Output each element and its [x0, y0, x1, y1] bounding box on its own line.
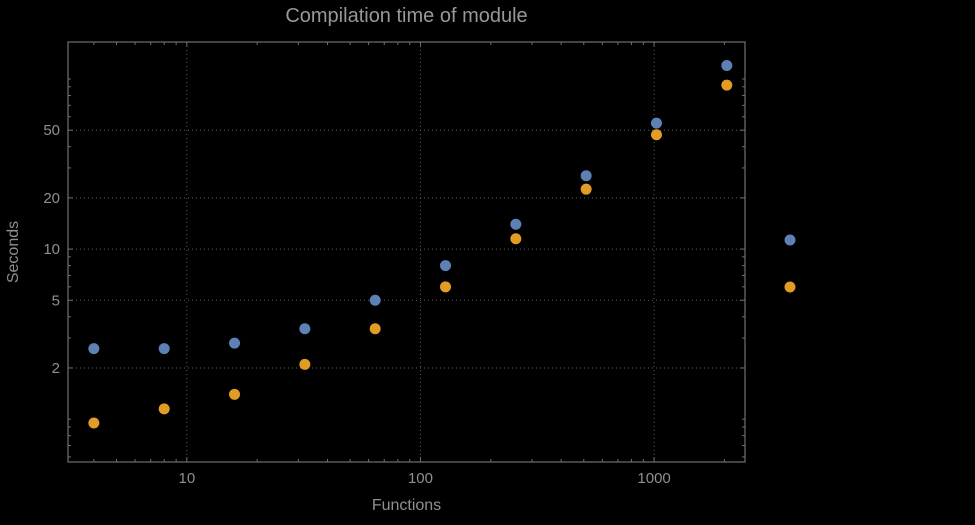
- data-point-orange: [650, 129, 662, 141]
- data-point-blue: [369, 294, 381, 306]
- data-point-blue: [158, 343, 170, 355]
- plot-frame: [67, 41, 746, 463]
- data-point-blue: [510, 218, 522, 230]
- x-tick-label: 1000: [637, 470, 670, 487]
- x-tick-label: 100: [408, 470, 433, 487]
- x-axis-label: Functions: [371, 497, 442, 514]
- data-point-blue: [650, 117, 662, 129]
- data-point-orange: [229, 388, 241, 400]
- data-point-orange: [369, 323, 381, 335]
- data-point-blue: [721, 60, 733, 72]
- data-point-blue: [229, 337, 241, 349]
- data-point-orange: [510, 233, 522, 245]
- data-point-blue: [440, 260, 452, 272]
- y-tick-label: 10: [43, 241, 60, 258]
- data-point-orange: [721, 79, 733, 91]
- data-point-orange: [440, 281, 452, 293]
- chart-title: Compilation time of module: [285, 5, 528, 27]
- data-point-orange: [580, 183, 592, 195]
- data-point-orange: [299, 358, 311, 370]
- y-axis-label: Seconds: [5, 220, 22, 284]
- y-tick-label: 2: [52, 360, 60, 377]
- data-point-orange: [88, 417, 100, 429]
- y-tick-label: 20: [43, 190, 60, 207]
- data-point-orange: [158, 403, 170, 415]
- data-point-blue: [580, 170, 592, 182]
- data-point-blue: [88, 343, 100, 355]
- data-point-blue: [299, 323, 311, 335]
- y-tick-label: 5: [52, 292, 60, 309]
- legend-marker-orange: [784, 281, 796, 293]
- legend-marker-blue: [784, 234, 796, 246]
- y-tick-label: 50: [43, 122, 60, 139]
- x-tick-label: 10: [178, 470, 195, 487]
